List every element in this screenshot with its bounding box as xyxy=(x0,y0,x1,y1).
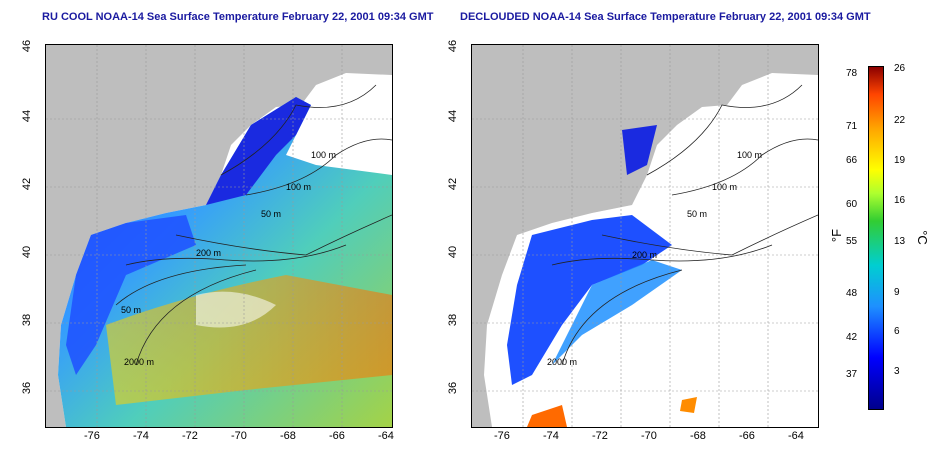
lon-tick: -68 xyxy=(690,430,706,442)
contour-label: 100 m xyxy=(286,182,311,192)
lon-tick: -64 xyxy=(788,430,804,442)
lat-tick: 44 xyxy=(21,109,34,123)
fahrenheit-unit-label: °F xyxy=(829,228,845,243)
celsius-tick: 3 xyxy=(894,366,900,377)
left-map-panel: 100 m 100 m 50 m 200 m 50 m 2000 m xyxy=(45,44,393,428)
right-map-panel: 100 m 100 m 50 m 200 m 2000 m xyxy=(471,44,819,428)
lon-tick: -70 xyxy=(231,430,247,442)
lat-tick: 46 xyxy=(21,39,34,53)
contour-label: 100 m xyxy=(712,182,737,192)
lat-tick: 38 xyxy=(447,313,460,327)
lon-tick: -74 xyxy=(543,430,559,442)
lat-tick: 44 xyxy=(447,109,460,123)
lat-lon-grid xyxy=(472,45,818,427)
celsius-unit-label: °C xyxy=(914,230,930,245)
lon-tick: -66 xyxy=(329,430,345,442)
cloud-gaps xyxy=(196,291,276,328)
lat-tick: 42 xyxy=(447,177,460,191)
lon-tick: -76 xyxy=(84,430,100,442)
right-map-title: DECLOUDED NOAA-14 Sea Surface Temperatur… xyxy=(460,11,871,23)
land-mass xyxy=(472,45,818,427)
lat-tick: 46 xyxy=(447,39,460,53)
lon-tick: -66 xyxy=(739,430,755,442)
contour-label: 50 m xyxy=(121,305,141,315)
shelf-edge-water xyxy=(552,260,682,365)
cold-shelf-water xyxy=(206,97,311,205)
left-map-title: RU COOL NOAA-14 Sea Surface Temperature … xyxy=(42,11,434,23)
fahrenheit-tick: 66 xyxy=(846,155,858,166)
lon-tick: -76 xyxy=(494,430,510,442)
fahrenheit-tick: 78 xyxy=(846,68,858,79)
lat-tick: 36 xyxy=(447,381,460,395)
left-sst-map: 100 m 100 m 50 m 200 m 50 m 2000 m xyxy=(46,45,392,427)
fahrenheit-tick: 42 xyxy=(846,332,858,343)
lon-tick: -68 xyxy=(280,430,296,442)
fahrenheit-tick: 55 xyxy=(846,236,858,247)
right-sst-map: 100 m 100 m 50 m 200 m 2000 m xyxy=(472,45,818,427)
warm-patch xyxy=(680,397,697,413)
lat-tick: 42 xyxy=(21,177,34,191)
contour-label: 100 m xyxy=(311,150,336,160)
fahrenheit-tick: 71 xyxy=(846,121,858,132)
contour-label: 2000 m xyxy=(124,357,154,367)
contour-label: 200 m xyxy=(632,250,657,260)
cold-shelf-water xyxy=(622,125,657,175)
lat-tick: 36 xyxy=(21,381,34,395)
cold-coastal-water xyxy=(507,215,672,385)
celsius-tick: 22 xyxy=(894,115,906,126)
lon-tick: -64 xyxy=(378,430,394,442)
celsius-tick: 26 xyxy=(894,63,906,74)
celsius-tick: 13 xyxy=(894,236,906,247)
contour-label: 100 m xyxy=(737,150,762,160)
contour-label: 50 m xyxy=(261,209,281,219)
contour-label: 2000 m xyxy=(547,357,577,367)
fahrenheit-tick: 60 xyxy=(846,199,858,210)
contour-label: 200 m xyxy=(196,248,221,258)
temperature-colorbar xyxy=(868,66,884,410)
celsius-tick: 9 xyxy=(894,287,900,298)
warm-water-band xyxy=(106,275,392,405)
lon-tick: -74 xyxy=(133,430,149,442)
celsius-tick: 6 xyxy=(894,326,900,337)
warm-patch xyxy=(527,405,567,427)
contour-label: 50 m xyxy=(687,209,707,219)
lat-tick: 40 xyxy=(21,245,34,259)
lat-lon-grid xyxy=(46,45,392,427)
land-mass xyxy=(46,45,392,427)
lon-tick: -72 xyxy=(592,430,608,442)
fahrenheit-tick: 48 xyxy=(846,288,858,299)
celsius-tick: 16 xyxy=(894,195,906,206)
celsius-tick: 19 xyxy=(894,155,906,166)
bathymetry-contours xyxy=(115,84,392,366)
fahrenheit-tick: 37 xyxy=(846,369,858,380)
lat-tick: 40 xyxy=(447,245,460,259)
lon-tick: -72 xyxy=(182,430,198,442)
lon-tick: -70 xyxy=(641,430,657,442)
bathymetry-contours xyxy=(551,84,818,366)
lat-tick: 38 xyxy=(21,313,34,327)
